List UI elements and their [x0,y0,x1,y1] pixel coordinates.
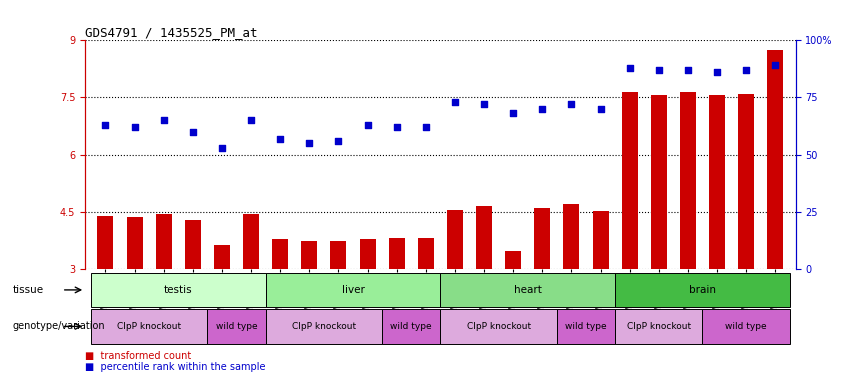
Text: GDS4791 / 1435525_PM_at: GDS4791 / 1435525_PM_at [85,26,258,39]
Point [535,106,549,112]
Bar [418,238,434,269]
Point [390,124,403,130]
Bar [592,211,608,269]
Bar [441,309,557,344]
Bar [768,50,783,269]
Bar [266,309,382,344]
Bar [557,309,615,344]
Bar [382,309,441,344]
Bar [563,204,580,269]
Text: ClpP knockout: ClpP knockout [626,322,691,331]
Bar [360,239,375,269]
Point [419,124,432,130]
Point [186,129,200,135]
Bar [214,245,230,269]
Text: liver: liver [341,285,364,295]
Text: testis: testis [164,285,192,295]
Point [594,106,608,112]
Text: wild type: wild type [391,322,432,331]
Text: ■  percentile rank within the sample: ■ percentile rank within the sample [85,362,266,372]
Bar [615,273,790,307]
Bar [709,95,725,269]
Bar [266,273,441,307]
Text: heart: heart [514,285,542,295]
Point [652,67,665,73]
Point [768,62,782,68]
Point [215,145,229,151]
Bar [330,241,346,269]
Bar [680,93,696,269]
Bar [389,238,405,269]
Bar [208,309,266,344]
Text: ClpP knockout: ClpP knockout [292,322,356,331]
Bar [91,273,266,307]
Bar [505,251,521,269]
Bar [441,273,615,307]
Bar [476,206,492,269]
Bar [185,220,201,269]
Point [332,138,346,144]
Point [303,140,317,146]
Text: ■  transformed count: ■ transformed count [85,351,191,361]
Point [448,99,462,105]
Bar [534,208,551,269]
Point [623,65,637,71]
Bar [615,309,702,344]
Bar [127,217,143,269]
Bar [156,214,172,269]
Point [711,69,724,75]
Bar [272,240,288,269]
Bar [98,216,113,269]
Bar [243,214,259,269]
Bar [738,94,754,269]
Point [681,67,694,73]
Bar [91,309,208,344]
Text: genotype/variation: genotype/variation [13,321,106,331]
Point [273,136,287,142]
Bar [622,93,637,269]
Bar [702,309,790,344]
Point [740,67,753,73]
Text: wild type: wild type [215,322,257,331]
Point [157,117,170,123]
Bar [301,242,317,269]
Point [244,117,258,123]
Point [361,122,374,128]
Point [477,101,491,108]
Bar [447,210,463,269]
Text: ClpP knockout: ClpP knockout [466,322,531,331]
Bar [651,95,667,269]
Text: tissue: tissue [13,285,44,295]
Text: brain: brain [689,285,716,295]
Point [564,101,578,108]
Point [99,122,112,128]
Point [128,124,141,130]
Text: ClpP knockout: ClpP knockout [117,322,181,331]
Text: wild type: wild type [565,322,607,331]
Point [506,110,520,116]
Text: wild type: wild type [725,322,767,331]
